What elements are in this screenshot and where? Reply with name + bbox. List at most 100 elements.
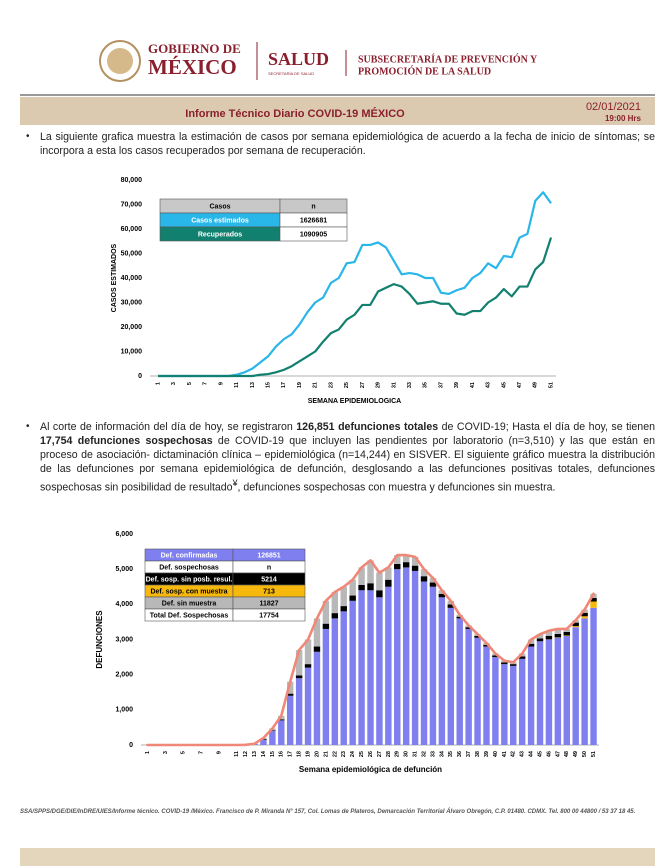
bar-segment — [367, 583, 374, 591]
bar-segment — [510, 665, 517, 745]
bar-segment — [483, 646, 490, 745]
bar-segment — [411, 556, 419, 566]
bar-segment — [563, 631, 570, 636]
bar-segment — [304, 639, 312, 665]
bar-segment — [349, 595, 356, 601]
bar-segment — [394, 569, 401, 745]
bar-segment — [367, 560, 374, 584]
bar-segment — [581, 612, 588, 617]
bar-segment — [313, 651, 321, 745]
x-tick-label: 38 — [475, 751, 481, 757]
bar-segment — [563, 635, 570, 636]
bar-segment — [465, 628, 472, 745]
x-tick-label: 49 — [573, 751, 579, 757]
x-tick-label: 42 — [511, 751, 517, 757]
x-tick-label: 15 — [270, 751, 276, 757]
y-tick-label: 30,000 — [121, 299, 143, 306]
x-tick-label: 21 — [323, 751, 329, 757]
legend-value: 1626681 — [300, 217, 327, 224]
x-tick-label: 50 — [582, 751, 588, 757]
bar-segment — [554, 633, 562, 638]
bar-segment — [304, 667, 312, 745]
legend-subheader: Def. sospechosas — [159, 564, 219, 571]
y-tick-label: 3,000 — [115, 636, 133, 643]
bar-segment — [340, 586, 347, 607]
bar-segment — [394, 563, 401, 570]
legend-value: 713 — [263, 588, 275, 595]
x-tick-label: 33 — [407, 382, 413, 388]
bar-segment — [376, 597, 383, 745]
text: de COVID-19; Hasta el día de hoy, se tie… — [438, 421, 655, 433]
x-tick-label: 13 — [250, 382, 256, 388]
x-tick-label: 7 — [203, 382, 209, 385]
x-tick-label: 47 — [517, 382, 523, 388]
x-tick-label: 41 — [470, 382, 476, 388]
bar-segment — [260, 739, 267, 745]
bar-segment — [483, 644, 490, 647]
x-tick-label: 45 — [501, 382, 507, 388]
bar-segment — [536, 634, 544, 639]
x-tick-label: 5 — [187, 382, 193, 385]
x-tick-label: 17 — [281, 382, 287, 388]
bar-segment — [545, 630, 553, 636]
legend-value: 5214 — [261, 576, 277, 583]
bar-segment — [340, 611, 347, 745]
bar-segment — [492, 655, 499, 658]
x-tick-label: 30 — [404, 751, 410, 757]
paragraph: La siguiente grafica muestra la estimaci… — [40, 131, 655, 157]
x-tick-label: 7 — [198, 751, 204, 754]
bar-segment — [349, 579, 356, 596]
x-tick-label: 24 — [350, 750, 356, 757]
bar-segment — [313, 618, 321, 647]
banner-date: 02/01/2021 — [586, 101, 641, 113]
x-tick-label: 25 — [344, 382, 350, 388]
y-tick-label: 40,000 — [121, 275, 143, 282]
bar-segment — [420, 569, 428, 577]
text-bold: 17,754 defunciones sospechosas — [40, 435, 213, 447]
bar-segment — [438, 597, 446, 745]
bottom-band — [20, 848, 655, 866]
bar-segment — [429, 586, 437, 745]
x-tick-label: 12 — [243, 751, 249, 757]
bar-segment — [331, 618, 339, 745]
bar-segment — [295, 678, 303, 745]
bar-segment — [536, 638, 544, 642]
legend-total-value: 17754 — [259, 612, 279, 619]
x-tick-label: 34 — [439, 750, 445, 757]
bar-segment — [563, 628, 570, 632]
bar-segment — [313, 646, 321, 652]
bar-segment — [447, 607, 455, 745]
x-tick-label: 1 — [155, 382, 161, 385]
x-tick-label: 44 — [529, 750, 535, 757]
text: , defunciones sospechosas con muestra y … — [237, 481, 556, 494]
text: Al corte de información del día de hoy, … — [40, 421, 297, 433]
footer: SSA/SPPS/DGE/DIE/InDRE/UIES/Informe técn… — [20, 809, 636, 815]
gov-line1: GOBIERNO DE — [148, 41, 241, 56]
x-tick-label: 3 — [163, 751, 169, 754]
x-tick-label: 43 — [486, 382, 492, 388]
legend-subheader: n — [267, 564, 271, 571]
legend-value: 126851 — [257, 552, 280, 559]
bar-segment — [420, 581, 428, 745]
bar-segment — [510, 664, 517, 666]
legend-value: 11827 — [259, 600, 278, 607]
bar-segment — [438, 593, 446, 598]
legend-header: n — [311, 203, 315, 210]
x-tick-label: 27 — [360, 382, 366, 388]
y-tick-label: 10,000 — [121, 348, 143, 355]
x-tick-label: 27 — [377, 751, 383, 757]
x-tick-label: 26 — [368, 751, 374, 757]
line-series — [158, 237, 553, 378]
bar-segment — [590, 607, 597, 745]
legend-label: Def. sosp. sin posb. resul. — [146, 576, 233, 583]
legend-label: Def. sosp. con muestra — [150, 588, 227, 595]
x-tick-label: 17 — [288, 751, 294, 757]
x-tick-label: 20 — [314, 751, 320, 757]
y-axis-title: CASOS ESTIMADOS — [111, 243, 118, 312]
bar-segment — [420, 576, 428, 582]
bar-segment — [358, 567, 365, 585]
banner-time: 19:00 Hrs — [605, 114, 642, 123]
bar-segment — [527, 646, 535, 745]
bar-segment — [402, 555, 410, 563]
bar-segment — [456, 618, 463, 745]
